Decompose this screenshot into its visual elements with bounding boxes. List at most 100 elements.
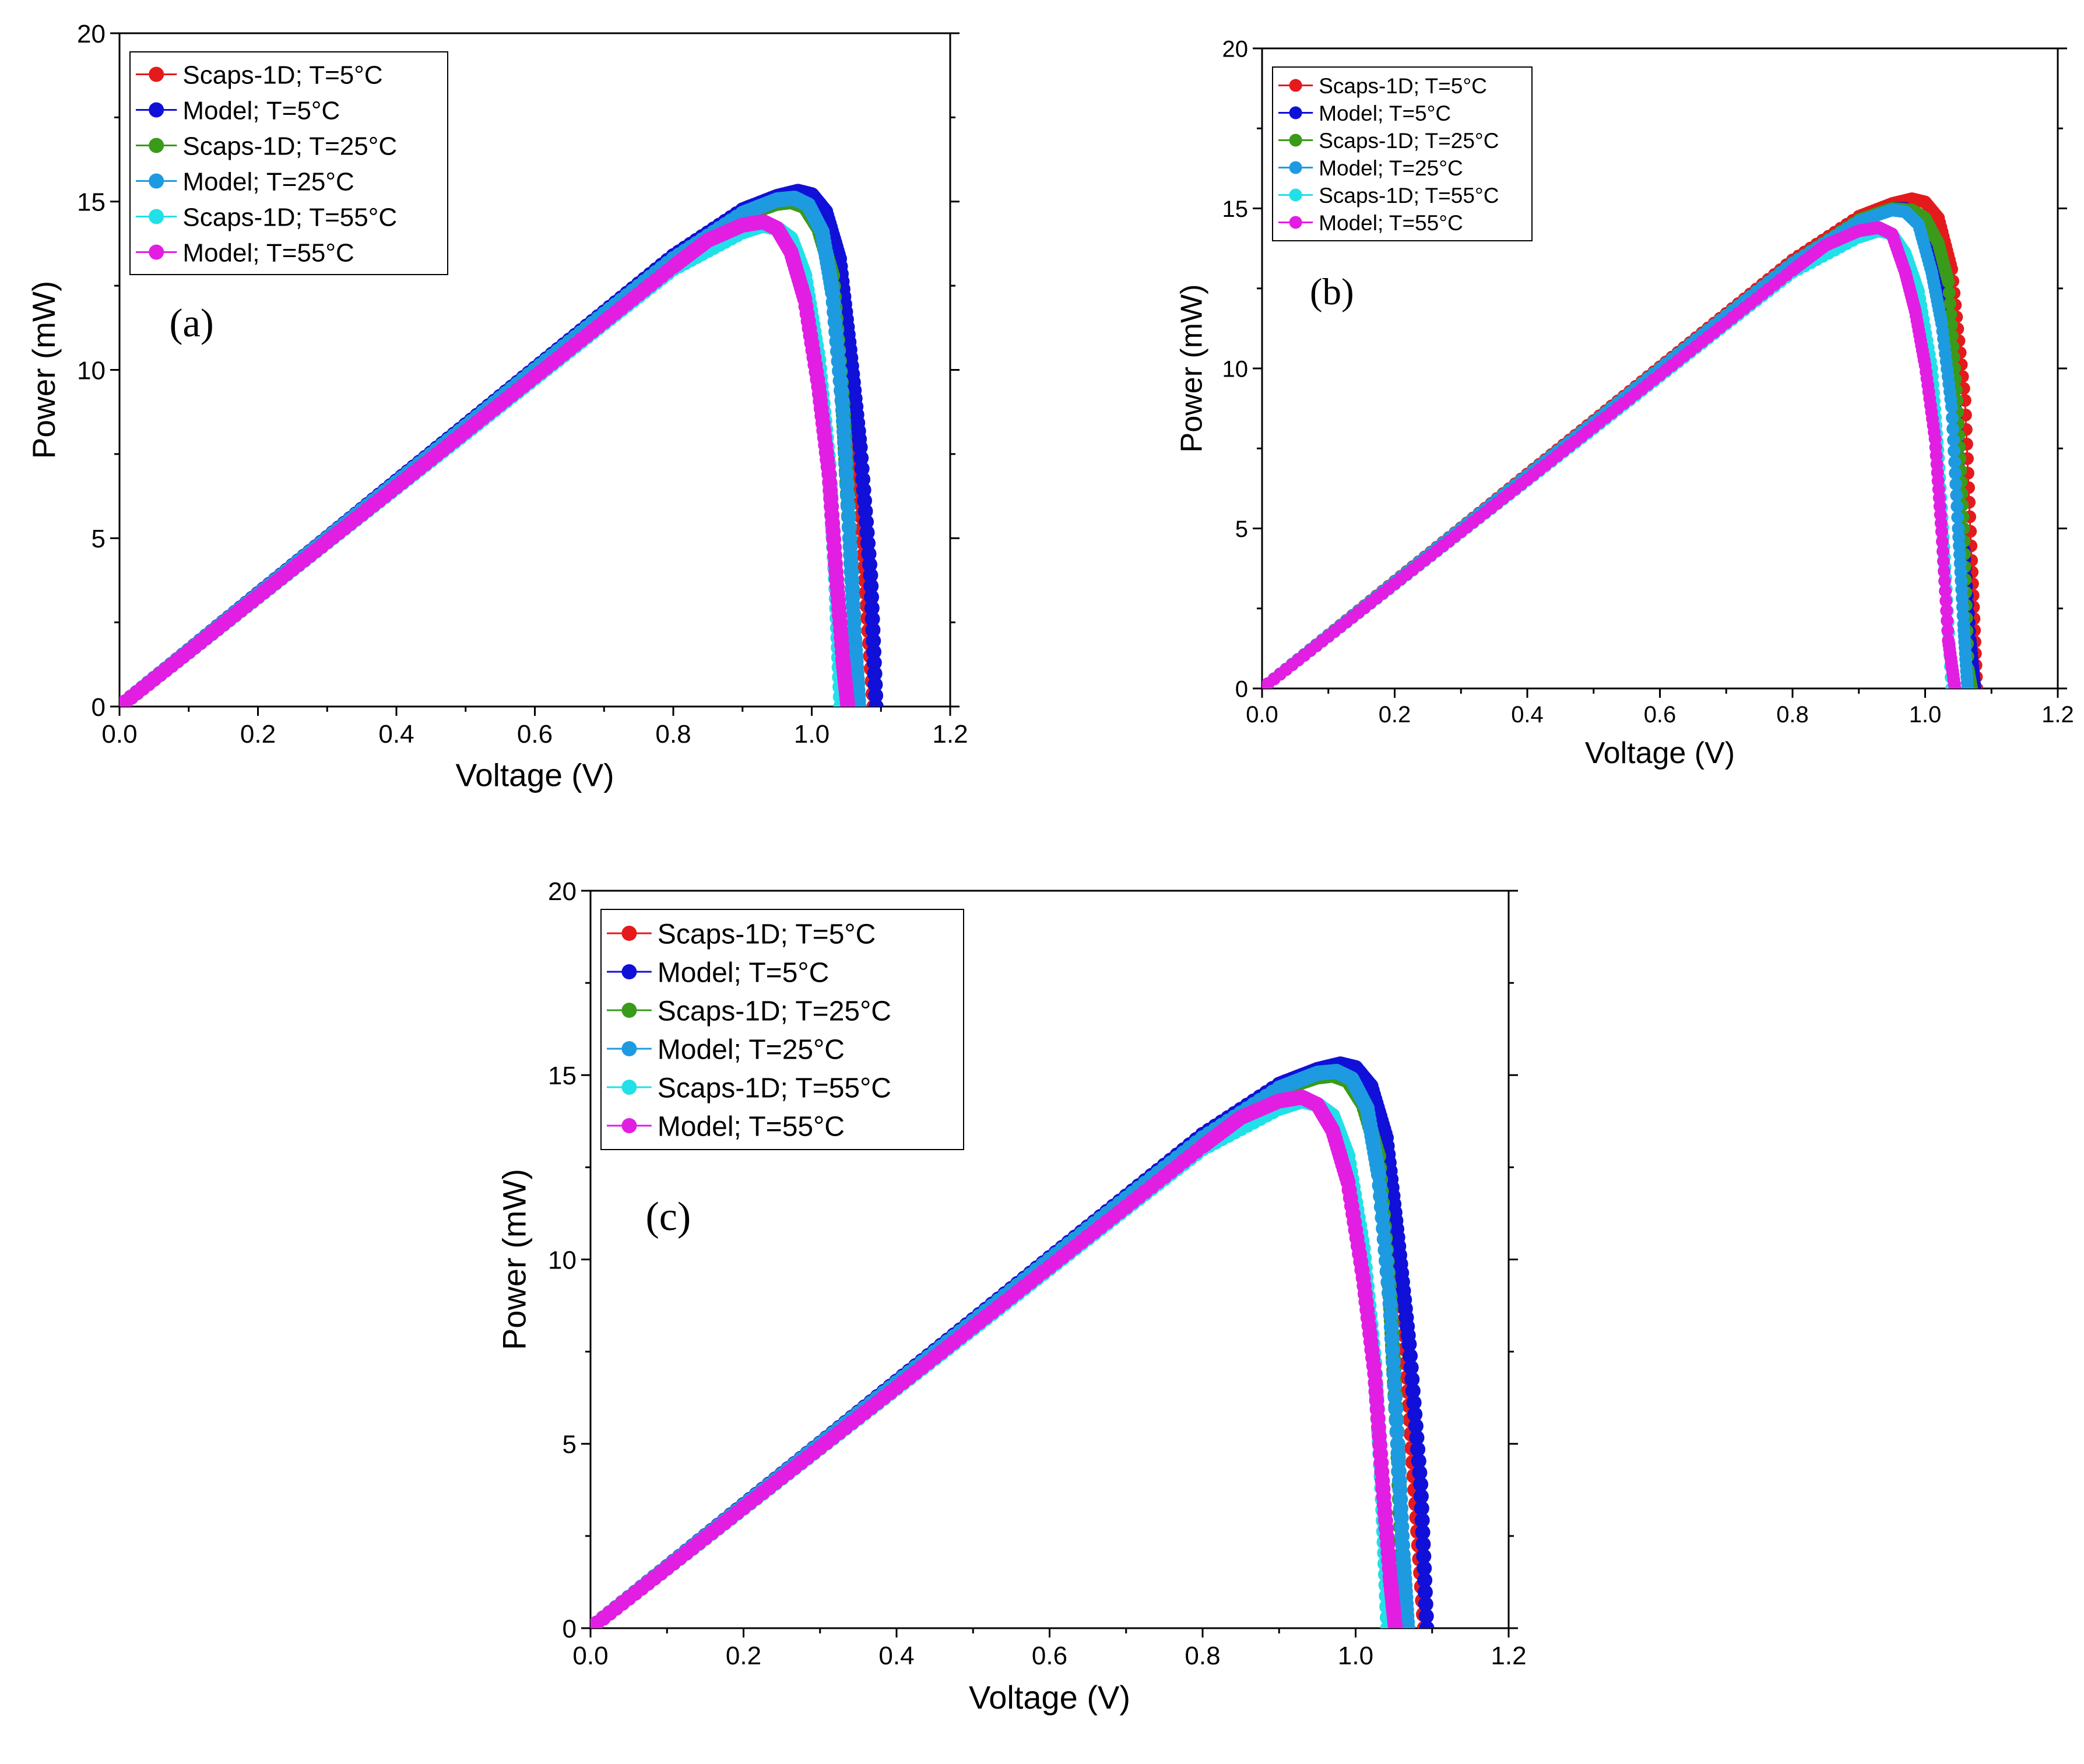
legend-item: Scaps-1D; T=5°C	[1278, 74, 1487, 98]
legend-label: Model; T=55°C	[1319, 211, 1463, 235]
data-point	[1942, 286, 1956, 300]
legend-item: Model; T=55°C	[1278, 211, 1463, 235]
legend-marker	[1289, 161, 1302, 174]
legend-label: Model; T=25°C	[658, 1034, 845, 1065]
data-point	[839, 488, 855, 504]
data-point	[1944, 297, 1956, 310]
legend-label: Scaps-1D; T=5°C	[1319, 74, 1487, 98]
data-point	[1417, 1584, 1433, 1600]
panel-label: (b)	[1310, 271, 1354, 313]
legend-item: Scaps-1D; T=5°C	[136, 61, 383, 89]
legend-marker	[149, 173, 164, 189]
data-point	[1417, 1572, 1433, 1588]
data-point	[840, 699, 856, 707]
legend-item: Scaps-1D; T=25°C	[607, 996, 891, 1027]
legend-label: Scaps-1D; T=25°C	[182, 132, 397, 160]
legend-label: Scaps-1D; T=25°C	[1319, 129, 1499, 153]
legend-marker	[149, 66, 164, 82]
data-point	[1418, 1596, 1433, 1612]
y-tick-label: 5	[563, 1431, 577, 1459]
data-point	[1951, 511, 1964, 524]
legend-label: Scaps-1D; T=55°C	[658, 1073, 891, 1104]
legend-item: Model; T=5°C	[607, 957, 829, 988]
data-point	[1408, 1418, 1424, 1434]
x-tick-label: 0.8	[1776, 702, 1809, 728]
legend-marker	[621, 1003, 637, 1018]
data-point	[1945, 400, 1958, 413]
data-point	[1418, 1608, 1434, 1624]
chart-panel-c: 0.0 0.2 0.4 0.6 0.8 1.0 1.2 0 5 10 15 20 Voltage (V)…	[495, 877, 1526, 1716]
data-point	[1413, 1477, 1429, 1492]
data-point	[866, 655, 882, 670]
legend-marker	[621, 1080, 637, 1095]
legend-box	[129, 51, 448, 275]
data-point	[1387, 1621, 1403, 1628]
data-point	[1406, 1395, 1422, 1411]
legend-marker	[621, 1041, 637, 1056]
data-point	[866, 633, 881, 649]
data-point	[1387, 1389, 1403, 1405]
data-point	[835, 413, 851, 429]
legend-marker	[1289, 133, 1302, 147]
data-point	[1935, 525, 1948, 538]
data-point	[1950, 489, 1963, 502]
x-tick-label: 0.4	[878, 1642, 914, 1670]
data-point	[863, 567, 878, 583]
y-tick-label: 0	[92, 693, 106, 722]
x-tick-label: 0.8	[1185, 1642, 1220, 1670]
y-tick-label: 20	[1222, 36, 1249, 62]
legend-marker	[1289, 79, 1302, 92]
legend-label: Model; T=25°C	[182, 167, 354, 196]
data-point	[1409, 1430, 1425, 1446]
data-point	[1944, 308, 1958, 321]
x-tick-label: 1.0	[1909, 702, 1942, 728]
legend: Scaps-1D; T=5°C Model; T=5°C Scaps-1D; T=2…	[600, 909, 964, 1150]
data-point	[1382, 1296, 1398, 1312]
legend-label: Scaps-1D; T=5°C	[182, 61, 382, 89]
data-point	[1413, 1488, 1429, 1504]
data-point	[1941, 624, 1955, 637]
data-point	[1946, 411, 1959, 424]
legend-item: Scaps-1D; T=5°C	[607, 919, 876, 950]
y-tick-label: 15	[548, 1062, 577, 1090]
legend-label: Model; T=55°C	[658, 1111, 845, 1142]
data-point	[1405, 1383, 1421, 1399]
legend-label: Model; T=25°C	[1319, 156, 1463, 180]
x-tick-label: 0.6	[1032, 1642, 1067, 1670]
series-6	[591, 1090, 1403, 1628]
plot-area	[120, 184, 884, 707]
y-tick-label: 5	[92, 525, 106, 553]
data-point	[841, 509, 856, 525]
legend-item: Scaps-1D; T=55°C	[136, 203, 397, 231]
data-point	[1401, 1337, 1417, 1352]
legend-item: Model; T=5°C	[1278, 101, 1451, 125]
legend-marker	[1289, 106, 1302, 120]
data-point	[866, 644, 881, 660]
x-tick-label: 0.8	[655, 720, 691, 749]
y-tick-label: 5	[1235, 516, 1248, 542]
data-point	[867, 677, 883, 693]
data-point	[1417, 1561, 1432, 1576]
y-tick-label: 10	[77, 356, 106, 385]
plot-area	[1262, 192, 1984, 688]
data-point	[838, 456, 853, 472]
data-point	[1939, 594, 1953, 607]
legend-marker	[149, 102, 164, 118]
plot-area	[591, 1056, 1435, 1628]
data-point	[1407, 1407, 1423, 1422]
series-6	[1262, 221, 1962, 688]
legend: Scaps-1D; T=5°C Model; T=5°C Scaps-1D; T=2…	[129, 51, 448, 275]
x-tick-label: 0.2	[240, 720, 276, 749]
legend-item: Scaps-1D; T=55°C	[607, 1073, 891, 1104]
legend-item: Scaps-1D; T=25°C	[1278, 129, 1499, 153]
y-axis-label: Power (mW)	[1175, 284, 1209, 453]
chart-panel-a: 0.0 0.2 0.4 0.6 0.8 1.0 1.2 0 5 10 15 20 Voltage (V)…	[26, 20, 968, 793]
y-tick-label: 10	[548, 1246, 577, 1274]
legend-box	[600, 909, 964, 1150]
x-tick-label: 0.0	[572, 1642, 608, 1670]
y-tick-label: 10	[1222, 356, 1249, 382]
x-tick-label: 1.0	[1338, 1642, 1373, 1670]
legend-label: Model; T=5°C	[1319, 101, 1451, 125]
